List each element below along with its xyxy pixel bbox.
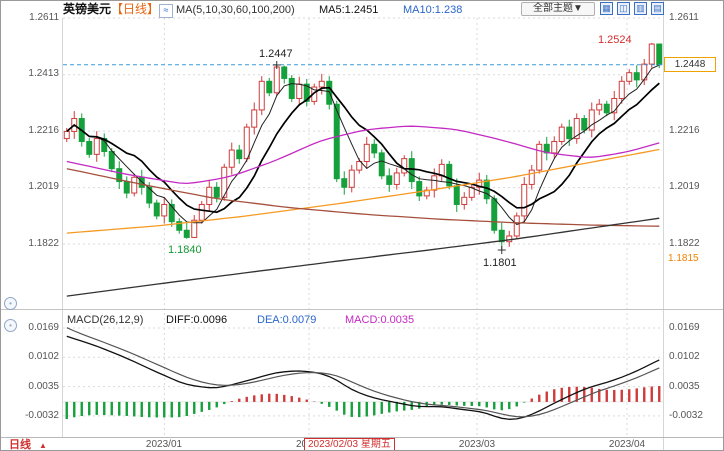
layout-columns-icon[interactable]: ▥	[634, 2, 647, 15]
selected-date-badge: 2023/02/03 星期五	[304, 438, 395, 450]
plot-right-border	[663, 1, 664, 450]
symbol-title: 英镑美元	[63, 2, 112, 16]
peak-price-annotation: 1.2447	[259, 48, 293, 60]
panel-divider	[1, 309, 723, 310]
ma10-value: MA10:1.238	[403, 4, 463, 16]
macd-title[interactable]: MACD(26,12,9)	[67, 314, 144, 326]
grid-layer	[63, 17, 663, 435]
markers-layer	[272, 60, 506, 255]
macd-axis-label: 0.0102	[28, 351, 59, 362]
x-axis-label: 2023/01	[145, 439, 183, 450]
indicator-icon[interactable]: ≈	[159, 4, 173, 18]
macd-layer	[65, 327, 661, 420]
ma5-value: MA5:1.2451	[319, 4, 379, 16]
recent-high-annotation: 1.2524	[598, 34, 632, 46]
x-axis-label: 2023/03	[458, 439, 496, 450]
y-axis-label: 1.2611	[669, 12, 699, 23]
layout-rows-icon[interactable]: ▤	[651, 2, 664, 15]
period-selector[interactable]: 日线	[9, 439, 31, 451]
x-axis-label: 2023/04	[608, 439, 646, 450]
candles-layer	[63, 42, 663, 251]
period-tag: 【日线】	[111, 2, 160, 16]
layout-grid-icon[interactable]: ▦	[600, 2, 613, 15]
low-price-tag: 1.1815	[668, 253, 699, 264]
side-toolbar-icon-bottom[interactable]: •	[4, 319, 17, 332]
macd-axis-label: 0.0035	[28, 381, 59, 392]
plot-left-border	[62, 18, 63, 437]
layout-dual-icon[interactable]: ◫	[617, 2, 630, 15]
y-axis-label: 1.2611	[29, 12, 59, 23]
y-axis-label: 1.2019	[28, 181, 59, 192]
y-axis-label: 1.2216	[28, 125, 59, 136]
macd-dea-value: DEA:0.0079	[257, 314, 317, 326]
y-axis-label: 1.1822	[669, 238, 700, 249]
macd-axis-label: -0.0032	[669, 410, 703, 421]
theme-selector-button[interactable]: 全部主题▼	[521, 2, 595, 16]
side-toolbar-icon-top[interactable]: •	[4, 297, 17, 310]
macd-axis-label: 0.0169	[669, 322, 700, 333]
current-price-tag: 1.2448	[664, 57, 716, 72]
ma-lines-layer	[63, 64, 663, 297]
y-axis-label: 1.1822	[28, 238, 59, 249]
axis-divider	[1, 437, 723, 438]
macd-value: MACD:0.0035	[345, 314, 415, 326]
macd-axis-label: 0.0169	[28, 322, 59, 333]
macd-axis-label: 0.0102	[669, 351, 700, 362]
ma-settings-label[interactable]: MA(5,10,30,60,100,200)	[176, 4, 295, 16]
low1-annotation: 1.1840	[168, 244, 202, 256]
low2-annotation: 1.1801	[483, 257, 517, 269]
y-axis-label: 1.2019	[669, 181, 700, 192]
period-arrow-icon[interactable]: ▲	[39, 441, 47, 450]
macd-axis-label: 0.0035	[669, 381, 700, 392]
y-axis-label: 1.2216	[669, 125, 700, 136]
macd-axis-label: -0.0032	[25, 410, 59, 421]
y-axis-label: 1.2413	[28, 68, 59, 79]
macd-diff-value: DIFF:0.0096	[166, 314, 228, 326]
